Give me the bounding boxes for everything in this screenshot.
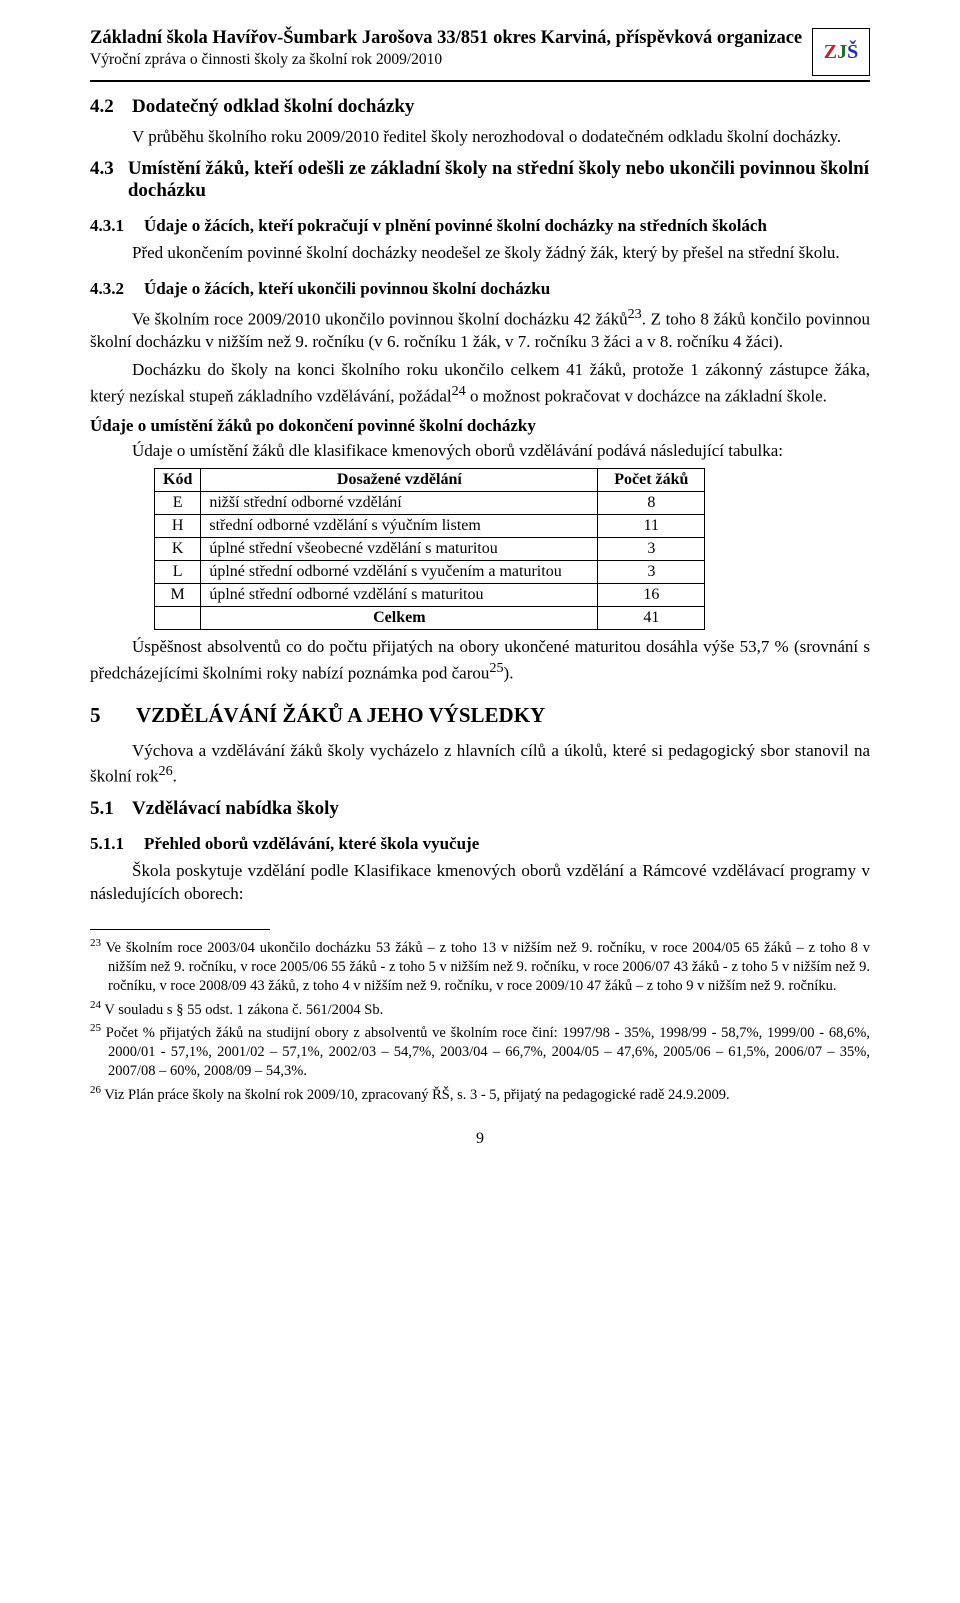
footnote-number: 25 bbox=[90, 1022, 101, 1034]
school-logo-icon: ZJŠ bbox=[812, 28, 870, 76]
heading-text: Dodatečný odklad školní docházky bbox=[132, 96, 414, 118]
header-text: Základní škola Havířov-Šumbark Jarošova … bbox=[90, 28, 802, 69]
heading-text: Údaje o žácích, kteří pokračují v plnění… bbox=[144, 216, 767, 236]
heading-4-2: 4.2 Dodatečný odklad školní docházky bbox=[90, 96, 870, 118]
heading-number: 5.1 bbox=[90, 798, 132, 820]
paragraph: V průběhu školního roku 2009/2010 ředite… bbox=[90, 126, 870, 148]
heading-number: 4.3 bbox=[90, 158, 128, 180]
logo-letter-2: J bbox=[837, 41, 847, 64]
footnote-number: 24 bbox=[90, 999, 101, 1011]
heading-number: 4.2 bbox=[90, 96, 132, 118]
education-table: Kód Dosažené vzdělání Počet žáků Enižší … bbox=[154, 468, 705, 630]
table-cell: úplné střední odborné vzdělání s maturit… bbox=[201, 584, 598, 607]
header-row: Základní škola Havířov-Šumbark Jarošova … bbox=[90, 28, 870, 76]
heading-text: Přehled oborů vzdělávání, které škola vy… bbox=[144, 834, 479, 854]
paragraph: Údaje o umístění žáků dle klasifikace km… bbox=[90, 440, 870, 462]
heading-5: 5 VZDĚLÁVÁNÍ ŽÁKŮ A JEHO VÝSLEDKY bbox=[90, 703, 870, 728]
paragraph: Škola poskytuje vzdělání podle Klasifika… bbox=[90, 860, 870, 905]
heading-4-3: 4.3 Umístění žáků, kteří odešli ze zákla… bbox=[90, 158, 870, 202]
heading-4-3-1: 4.3.1 Údaje o žácích, kteří pokračují v … bbox=[90, 216, 870, 236]
page: Základní škola Havířov-Šumbark Jarošova … bbox=[0, 0, 960, 1188]
footnote-ref: 23 bbox=[628, 306, 642, 322]
footnote-number: 26 bbox=[90, 1084, 101, 1096]
table-row: Hstřední odborné vzdělání s výučním list… bbox=[155, 515, 705, 538]
table-cell: 11 bbox=[598, 515, 705, 538]
table-cell bbox=[155, 607, 201, 630]
heading-number: 5.1.1 bbox=[90, 834, 144, 854]
logo-letter-1: Z bbox=[824, 41, 837, 64]
footnote-ref: 26 bbox=[158, 763, 172, 779]
table-cell: úplné střední odborné vzdělání s vyučení… bbox=[201, 561, 598, 584]
table-cell: Celkem bbox=[201, 607, 598, 630]
paragraph: Úspěšnost absolventů co do počtu přijatý… bbox=[90, 636, 870, 685]
table-cell: M bbox=[155, 584, 201, 607]
table-header: Počet žáků bbox=[598, 469, 705, 492]
footnote-ref: 25 bbox=[489, 660, 503, 676]
footnote-23: 23 Ve školním roce 2003/04 ukončilo doch… bbox=[90, 936, 870, 995]
heading-5-1-1: 5.1.1 Přehled oborů vzdělávání, které šk… bbox=[90, 834, 870, 854]
heading-number: 4.3.1 bbox=[90, 216, 144, 236]
heading-text: Údaje o žácích, kteří ukončili povinnou … bbox=[144, 279, 550, 299]
table-cell: L bbox=[155, 561, 201, 584]
table-header-row: Kód Dosažené vzdělání Počet žáků bbox=[155, 469, 705, 492]
table-row: Enižší střední odborné vzdělání8 bbox=[155, 492, 705, 515]
table-cell: 8 bbox=[598, 492, 705, 515]
header-title: Základní škola Havířov-Šumbark Jarošova … bbox=[90, 28, 802, 49]
heading-text: VZDĚLÁVÁNÍ ŽÁKŮ A JEHO VÝSLEDKY bbox=[136, 703, 545, 728]
table-cell: nižší střední odborné vzdělání bbox=[201, 492, 598, 515]
table-cell: 41 bbox=[598, 607, 705, 630]
table-row: Múplné střední odborné vzdělání s maturi… bbox=[155, 584, 705, 607]
table-cell: K bbox=[155, 538, 201, 561]
logo-letter-3: Š bbox=[847, 41, 858, 64]
table-cell: E bbox=[155, 492, 201, 515]
heading-number: 4.3.2 bbox=[90, 279, 144, 299]
page-header: Základní škola Havířov-Šumbark Jarošova … bbox=[90, 28, 870, 82]
table-cell: 16 bbox=[598, 584, 705, 607]
table-header: Kód bbox=[155, 469, 201, 492]
table-row: Kúplné střední všeobecné vzdělání s matu… bbox=[155, 538, 705, 561]
paragraph: Výchova a vzdělávání žáků školy vycházel… bbox=[90, 740, 870, 789]
heading-text: Umístění žáků, kteří odešli ze základní … bbox=[128, 158, 870, 202]
heading-number: 5 bbox=[90, 703, 136, 728]
heading-text: Vzdělávací nabídka školy bbox=[132, 798, 339, 820]
table-cell: střední odborné vzdělání s výučním liste… bbox=[201, 515, 598, 538]
table-cell: H bbox=[155, 515, 201, 538]
footnote-number: 23 bbox=[90, 937, 101, 949]
sub-heading: Údaje o umístění žáků po dokončení povin… bbox=[90, 416, 870, 436]
footnote-ref: 24 bbox=[452, 383, 466, 399]
heading-4-3-2: 4.3.2 Údaje o žácích, kteří ukončili pov… bbox=[90, 279, 870, 299]
table-cell: úplné střední všeobecné vzdělání s matur… bbox=[201, 538, 598, 561]
footnote-26: 26 Viz Plán práce školy na školní rok 20… bbox=[90, 1083, 870, 1105]
table-header: Dosažené vzdělání bbox=[201, 469, 598, 492]
header-subtitle: Výroční zpráva o činnosti školy za školn… bbox=[90, 51, 802, 69]
table-row: Lúplné střední odborné vzdělání s vyučen… bbox=[155, 561, 705, 584]
footnote-separator bbox=[90, 929, 270, 930]
table-row: Celkem41 bbox=[155, 607, 705, 630]
paragraph: Docházku do školy na konci školního roku… bbox=[90, 359, 870, 408]
paragraph: Ve školním roce 2009/2010 ukončilo povin… bbox=[90, 305, 870, 354]
page-number: 9 bbox=[90, 1130, 870, 1148]
footnote-24: 24 V souladu s § 55 odst. 1 zákona č. 56… bbox=[90, 998, 870, 1020]
paragraph: Před ukončením povinné školní docházky n… bbox=[90, 242, 870, 264]
table-cell: 3 bbox=[598, 561, 705, 584]
footnote-25: 25 Počet % přijatých žáků na studijní ob… bbox=[90, 1021, 870, 1080]
heading-5-1: 5.1 Vzdělávací nabídka školy bbox=[90, 798, 870, 820]
table-cell: 3 bbox=[598, 538, 705, 561]
